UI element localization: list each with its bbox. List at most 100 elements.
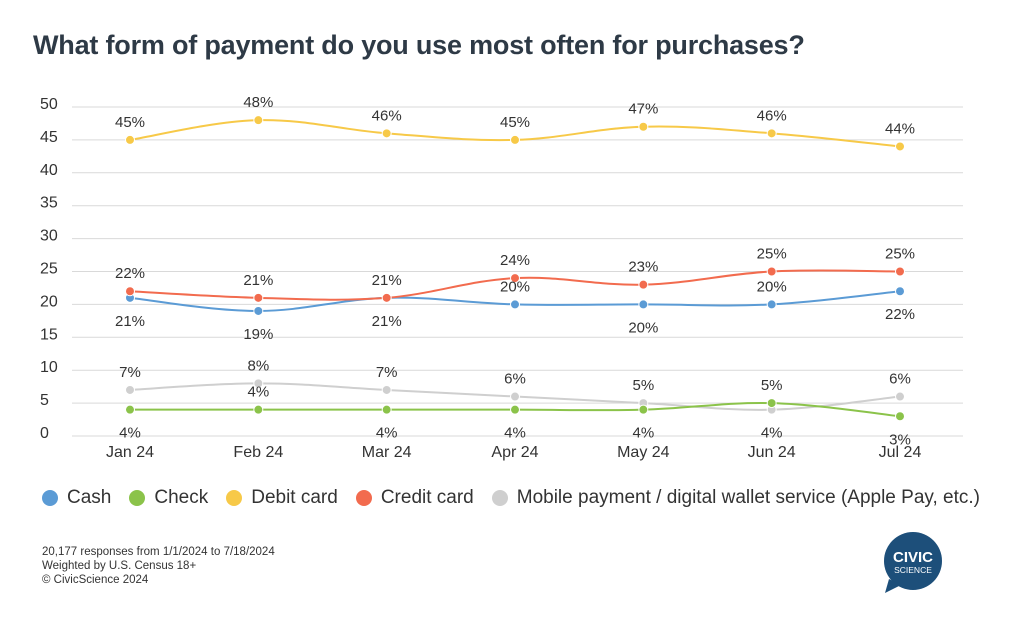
data-label-mobile-payment: 4% <box>761 425 783 442</box>
legend-item-credit-card: Credit card <box>355 487 474 509</box>
y-tick-label: 50 <box>40 96 58 113</box>
y-tick-label: 40 <box>40 162 58 179</box>
series-debit-card <box>125 115 905 152</box>
footnote-responses: 20,177 responses from 1/1/2024 to 7/18/2… <box>42 546 275 558</box>
data-label-check: 4% <box>504 425 526 442</box>
data-label-debit-card: 45% <box>115 114 145 131</box>
y-tick-label: 10 <box>40 359 58 376</box>
civicscience-logo: CIVIC SCIENCE <box>884 532 942 593</box>
legend-item-debit-card: Debit card <box>226 487 338 509</box>
footnotes: 20,177 responses from 1/1/2024 to 7/18/2… <box>42 545 275 587</box>
data-point-credit-card <box>510 273 520 284</box>
data-label-mobile-payment: 7% <box>119 364 141 381</box>
x-tick-label: Jul 24 <box>879 444 922 461</box>
data-point-debit-card <box>766 128 777 139</box>
data-point-mobile-payment <box>381 384 392 395</box>
data-label-mobile-payment: 5% <box>632 377 654 394</box>
data-label-check: 3% <box>889 431 911 448</box>
data-point-debit-card <box>253 115 264 126</box>
legend-item-check: Check <box>129 487 208 509</box>
data-label-credit-card: 24% <box>500 252 530 269</box>
y-tick-label: 0 <box>40 425 49 442</box>
y-tick-label: 15 <box>40 326 58 343</box>
data-label-check: 4% <box>632 425 654 442</box>
data-point-debit-card <box>381 128 392 139</box>
legend: Cash Check Debit card Credit card Mobile pay… <box>42 487 998 509</box>
data-point-debit-card <box>125 134 135 145</box>
x-axis-ticks: Jan 24 Feb 24 Mar 24 Apr 24 May 24 Jun 24 Jul … <box>106 444 921 461</box>
chart-title: What form of payment do you use most oft… <box>33 30 805 60</box>
data-label-cash: 19% <box>243 326 273 343</box>
data-point-credit-card <box>381 292 392 303</box>
legend-label: Check <box>154 487 209 508</box>
x-tick-label: Jun 24 <box>748 444 796 461</box>
legend-label: Credit card <box>380 487 474 508</box>
data-labels: 7% 8% 7% 6% 5% 4% 6% 4% 4% 4% 4% 4% 5% 3% 21% 19% 21% 20%… <box>115 94 915 448</box>
data-point-mobile-payment <box>510 391 520 402</box>
data-label-credit-card: 21% <box>372 272 402 289</box>
legend-swatch <box>355 490 372 506</box>
x-tick-label: Mar 24 <box>362 444 412 461</box>
data-point-cash <box>895 286 905 297</box>
legend-item-mobile-payment: Mobile payment / digital wallet service … <box>491 487 980 509</box>
y-tick-label: 30 <box>40 228 58 245</box>
data-label-debit-card: 44% <box>885 120 915 137</box>
data-point-check <box>895 411 905 422</box>
y-tick-label: 45 <box>40 129 58 146</box>
y-tick-label: 5 <box>40 392 49 409</box>
data-point-debit-card <box>638 121 649 132</box>
data-label-cash: 20% <box>757 278 787 295</box>
data-point-cash <box>766 299 777 310</box>
data-label-debit-card: 47% <box>628 101 658 118</box>
data-point-check <box>638 404 649 415</box>
data-point-cash <box>510 299 520 310</box>
data-point-check <box>766 398 777 409</box>
logo-text-civic: CIVIC <box>893 549 933 566</box>
legend-label: Cash <box>67 487 112 508</box>
data-label-cash: 20% <box>500 278 530 295</box>
footnote-copyright: © CivicScience 2024 <box>42 574 149 586</box>
data-label-debit-card: 46% <box>372 107 402 124</box>
data-label-cash: 20% <box>628 319 658 336</box>
data-point-cash <box>253 305 264 316</box>
data-label-debit-card: 45% <box>500 114 530 131</box>
line-chart: 0 5 10 15 20 25 30 35 40 45 50 Jan 24 Feb 24 Mar 24 A… <box>40 94 963 461</box>
data-point-credit-card <box>766 266 777 277</box>
legend-swatch <box>491 490 508 506</box>
data-point-cash <box>638 299 649 310</box>
data-point-credit-card <box>125 286 135 297</box>
legend-swatch <box>226 490 243 506</box>
x-tick-label: May 24 <box>617 444 670 461</box>
data-label-mobile-payment: 6% <box>504 371 526 388</box>
footnote-weighting: Weighted by U.S. Census 18+ <box>42 560 197 572</box>
data-point-credit-card <box>895 266 905 277</box>
data-point-mobile-payment <box>895 391 905 402</box>
data-label-cash: 22% <box>885 306 915 323</box>
data-point-check <box>253 404 264 415</box>
series-check <box>125 398 905 422</box>
data-label-check: 4% <box>247 384 269 401</box>
x-tick-label: Jan 24 <box>106 444 154 461</box>
data-label-check: 4% <box>119 425 141 442</box>
logo-text-science: SCIENCE <box>894 565 932 575</box>
y-axis-ticks: 0 5 10 15 20 25 30 35 40 45 50 <box>40 96 58 442</box>
x-tick-label: Feb 24 <box>233 444 283 461</box>
legend-swatch <box>42 490 58 506</box>
legend-label: Debit card <box>251 487 338 508</box>
data-point-mobile-payment <box>125 384 135 395</box>
data-label-mobile-payment: 8% <box>247 357 269 374</box>
data-label-cash: 21% <box>372 313 402 330</box>
series-credit-card <box>125 266 905 303</box>
legend-label: Mobile payment / digital wallet service … <box>516 487 980 508</box>
data-label-credit-card: 25% <box>757 246 787 263</box>
legend-item-cash: Cash <box>42 487 111 509</box>
data-label-check: 5% <box>761 377 783 394</box>
data-point-mobile-payment <box>253 378 264 389</box>
data-label-debit-card: 46% <box>757 107 787 124</box>
legend-swatch <box>129 490 146 506</box>
data-point-debit-card <box>510 134 520 145</box>
data-label-cash: 21% <box>115 313 145 330</box>
y-tick-label: 20 <box>40 293 58 310</box>
data-label-debit-card: 48% <box>243 94 273 111</box>
data-point-debit-card <box>895 141 905 152</box>
